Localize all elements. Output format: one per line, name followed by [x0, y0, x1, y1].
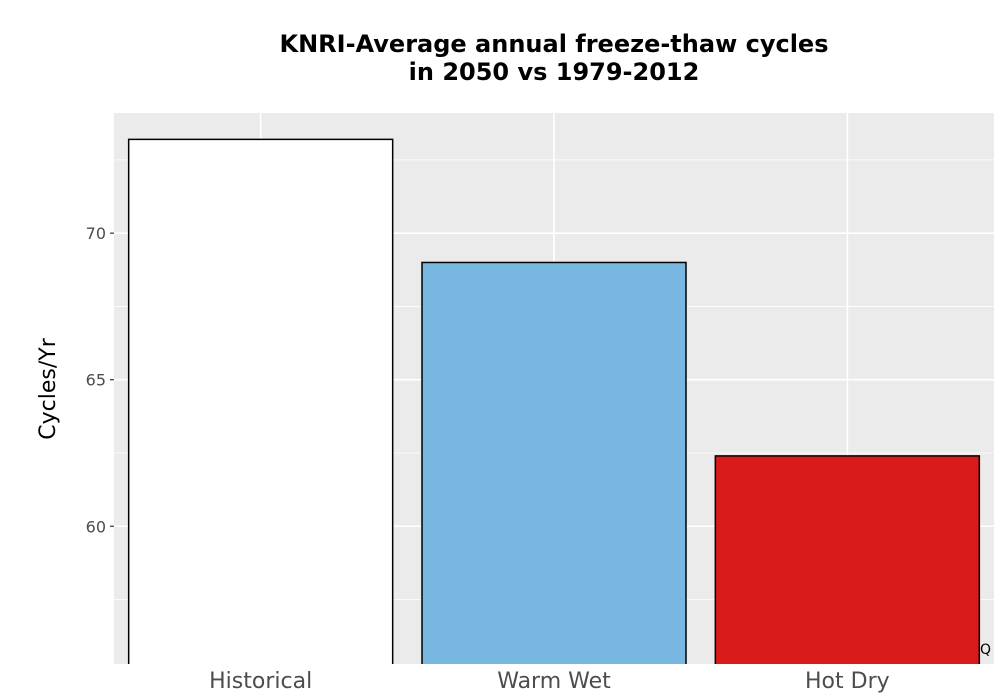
- y-tick-label: 65: [86, 371, 106, 390]
- x-tick-label: Hot Dry: [805, 669, 890, 694]
- chart-title-line-1: KNRI-Average annual freeze-thaw cycles: [279, 30, 829, 58]
- x-tick-label: Historical: [209, 669, 312, 694]
- bars: [0, 138, 1000, 700]
- chart-title: KNRI-Average annual freeze-thaw cycles i…: [114, 30, 994, 86]
- bar-hot-dry: [714, 455, 981, 667]
- y-axis-title: Cycles/Yr: [36, 337, 61, 439]
- bottom-mask: [0, 664, 1000, 700]
- bar-warm-wet: [421, 261, 687, 667]
- corner-mark: Q: [980, 642, 991, 658]
- x-axis: Historical Warm Wet Hot Dry: [209, 669, 890, 694]
- y-axis: 60 65 70: [86, 224, 114, 536]
- y-tick-label: 70: [86, 224, 106, 243]
- x-tick-label: Warm Wet: [497, 669, 611, 694]
- chart-title-line-2: in 2050 vs 1979-2012: [408, 58, 700, 86]
- y-tick-label: 60: [86, 517, 106, 536]
- bar-historical: [127, 138, 394, 667]
